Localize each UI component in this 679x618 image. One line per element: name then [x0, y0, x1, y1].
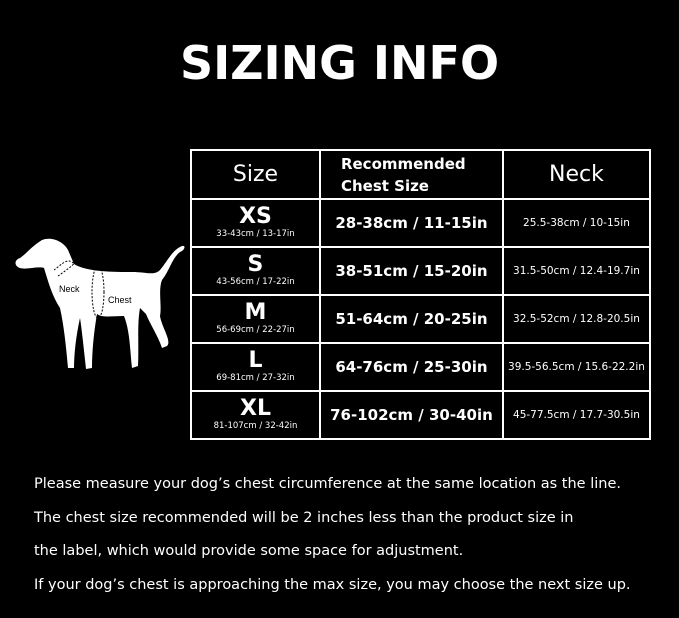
header-neck: Neck	[501, 149, 652, 200]
size-label: M	[244, 300, 267, 325]
dog-silhouette	[15, 238, 185, 369]
note-line: The chest size recommended will be 2 inc…	[34, 509, 574, 526]
size-label: L	[248, 348, 263, 373]
measurement-notes: Please measure your dog’s chest circumfe…	[34, 468, 631, 602]
neck-cell: 32.5-52cm / 12.8-20.5in	[501, 294, 652, 344]
neck-cell: 31.5-50cm / 12.4-19.7in	[501, 246, 652, 296]
size-cell: XL 81-107cm / 32-42in	[190, 390, 321, 440]
product-size: 43-56cm / 17-22in	[216, 277, 295, 287]
table-row: M 56-69cm / 22-27in 51-64cm / 20-25in 32.5-…	[190, 294, 652, 344]
note-line: Please measure your dog’s chest circumfe…	[34, 476, 621, 492]
size-cell: S 43-56cm / 17-22in	[190, 246, 321, 296]
size-label: XL	[239, 396, 271, 421]
chest-label: Chest	[108, 295, 132, 305]
neck-cell: 45-77.5cm / 17.7-30.5in	[501, 390, 652, 440]
header-chest-line1: Recommended	[340, 154, 466, 173]
note-line: the label, which would provide some spac…	[34, 543, 464, 559]
chest-cell: 76-102cm / 30-40in	[318, 390, 504, 440]
page-title: SIZING INFO	[179, 36, 500, 90]
neck-cell: 25.5-38cm / 10-15in	[501, 198, 652, 248]
table-header-row: Size Recommended Chest Size Neck	[190, 149, 652, 200]
chest-cell: 51-64cm / 20-25in	[318, 294, 504, 344]
size-cell: M 56-69cm / 22-27in	[190, 294, 321, 344]
neck-label: Neck	[59, 284, 80, 294]
size-label: XS	[239, 204, 272, 229]
size-label: S	[247, 252, 264, 277]
sizing-table: Size Recommended Chest Size Neck XS 33-43c…	[190, 149, 652, 440]
table-row: XS 33-43cm / 13-17in 28-38cm / 11-15in 25.5…	[190, 198, 652, 248]
product-size: 69-81cm / 27-32in	[216, 373, 295, 383]
table-row: XL 81-107cm / 32-42in 76-102cm / 30-40in 45…	[190, 390, 652, 440]
header-size: Size	[190, 149, 321, 200]
product-size: 33-43cm / 13-17in	[216, 229, 295, 239]
product-size: 56-69cm / 22-27in	[216, 325, 295, 335]
size-cell: XS 33-43cm / 13-17in	[190, 198, 321, 248]
header-chest-line2: Chest Size	[340, 176, 429, 195]
chest-cell: 28-38cm / 11-15in	[318, 198, 504, 248]
note-line: If your dog’s chest is approaching the m…	[34, 576, 631, 593]
product-size: 81-107cm / 32-42in	[213, 421, 298, 431]
size-cell: L 69-81cm / 27-32in	[190, 342, 321, 392]
dog-diagram: Neck Chest	[15, 238, 185, 369]
table-row: L 69-81cm / 27-32in 64-76cm / 25-30in 39.5-…	[190, 342, 652, 392]
table-row: S 43-56cm / 17-22in 38-51cm / 15-20in 31.5-…	[190, 246, 652, 296]
neck-cell: 39.5-56.5cm / 15.6-22.2in	[501, 342, 652, 392]
header-chest: Recommended Chest Size	[318, 149, 504, 200]
chest-cell: 64-76cm / 25-30in	[318, 342, 504, 392]
chest-cell: 38-51cm / 15-20in	[318, 246, 504, 296]
